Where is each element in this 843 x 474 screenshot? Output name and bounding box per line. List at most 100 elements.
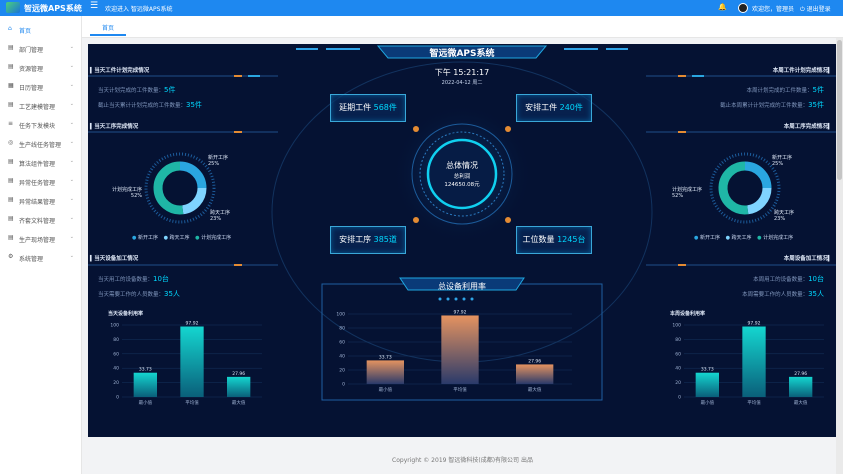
result-icon: ▤ <box>8 196 14 203</box>
scrollbar-track[interactable] <box>836 38 843 474</box>
y-tick-label: 20 <box>339 368 345 374</box>
sidebar-item[interactable]: ▤ 生产现场管理 ⌄ <box>0 229 82 248</box>
material-icon: ▤ <box>8 215 14 222</box>
center-bottom-banner <box>399 277 525 291</box>
donut-outer-ring <box>144 152 216 224</box>
profit-label: 总利润 <box>453 174 471 180</box>
bar <box>695 372 719 397</box>
week-accumulated-stat: 截止本周累计计划完成的工件数量：35件 <box>720 101 824 109</box>
right-bottom-header: 本周设备加工情况▍ <box>783 256 832 262</box>
sidebar-item[interactable]: ▤ 部门管理 ⌄ <box>0 39 82 58</box>
x-tick-label: 平均值 <box>185 399 199 406</box>
x-tick-label: 最小值 <box>379 386 393 393</box>
sidebar-item[interactable]: ▤ 资源管理 ⌄ <box>0 58 82 77</box>
sidebar-item[interactable]: ▤ 异常结果管理 ⌄ <box>0 191 82 210</box>
chevron-down-icon: ⌄ <box>69 234 74 240</box>
donut-slice <box>181 187 207 215</box>
left-top-header: ▍当天工件计划完成情况 <box>90 68 150 74</box>
week-chart-title: 本周设备利用率 <box>670 311 706 317</box>
bar-value-label: 97.92 <box>186 320 199 326</box>
chevron-down-icon: ⌄ <box>69 253 74 259</box>
sidebar-item-label: 生产现场管理 <box>19 237 56 244</box>
sidebar-item-label: 首页 <box>19 28 32 35</box>
y-tick-label: 40 <box>113 366 119 372</box>
footer-copyright: Copyright © 2019 智远微科技(成都)有限公司 出品 <box>392 457 533 464</box>
day-planned-stat: 当天计划完成的工件数量：5件 <box>98 86 176 94</box>
sidebar-item[interactable]: ⚙ 系统管理 ⌄ <box>0 248 82 267</box>
donut-slice <box>179 161 207 189</box>
delay-parts-card: 延期工件 568件 <box>330 94 406 122</box>
chevron-down-icon: ⌄ <box>69 101 74 107</box>
y-tick-label: 60 <box>113 351 119 357</box>
y-tick-label: 80 <box>113 337 119 343</box>
calendar-icon: ▦ <box>8 82 14 89</box>
menu-toggle-icon[interactable]: ☰ <box>90 1 99 11</box>
x-tick-label: 平均值 <box>747 399 761 406</box>
chevron-down-icon: ⌄ <box>69 120 74 126</box>
avatar[interactable] <box>738 3 748 13</box>
donut-label-cross: 跨天工序 23% <box>774 210 795 222</box>
sidebar-item[interactable]: ≡ 任务下发模块 ⌄ <box>0 115 82 134</box>
dashboard-panel: 0 20 40 60 80 100 33.73 最小值 97.92 平均值 27.96 最大值 0 20… <box>88 44 836 437</box>
department-icon: ▤ <box>8 44 14 51</box>
y-tick-label: 0 <box>678 395 681 401</box>
current-time: 下午 15:21:17 <box>434 68 490 77</box>
sidebar-item[interactable]: ◎ 生产线任务管理 ⌄ <box>0 134 82 153</box>
chevron-down-icon: ⌄ <box>69 158 74 164</box>
sidebar-item[interactable]: ▤ 工艺建模管理 ⌄ <box>0 96 82 115</box>
sidebar-item[interactable]: ▤ 异常任务管理 ⌄ <box>0 172 82 191</box>
sidebar-item[interactable]: ▦ 日历管理 ⌄ <box>0 77 82 96</box>
donut-legend-week: ● 新开工序 ● 跨天工序 ● 计划完成工序 <box>694 235 794 241</box>
x-tick-label: 最小值 <box>139 399 153 406</box>
bar-value-label: 33.73 <box>701 367 714 373</box>
sidebar-item-label: 任务下发模块 <box>19 123 56 130</box>
app-title: 智远微APS系统 <box>24 4 82 13</box>
accent-segment <box>678 75 686 77</box>
x-tick-label: 平均值 <box>453 386 467 393</box>
day-chart-title: 当天设备利用率 <box>108 311 144 317</box>
x-tick-label: 最大值 <box>528 386 542 393</box>
y-tick-label: 80 <box>339 326 345 332</box>
sidebar-item[interactable]: ▤ 算法组件管理 ⌄ <box>0 153 82 172</box>
bar-value-label: 27.96 <box>232 371 245 377</box>
y-tick-label: 0 <box>342 382 345 388</box>
y-tick-label: 20 <box>675 380 681 386</box>
node-dot <box>413 126 419 132</box>
y-tick-label: 0 <box>116 395 119 401</box>
bar-value-label: 33.73 <box>379 354 392 360</box>
bar <box>441 315 479 384</box>
banner-deco-left2 <box>326 48 360 50</box>
day-equip-stat: 当天用工的设备数量：10台 <box>98 275 169 283</box>
node-dot <box>505 217 511 223</box>
accent-segment <box>234 264 242 266</box>
scrollbar-thumb[interactable] <box>837 40 842 180</box>
y-tick-label: 60 <box>675 351 681 357</box>
bell-icon[interactable]: 🔔 <box>718 3 727 11</box>
banner-deco-right2 <box>564 48 598 50</box>
donut-chart-week <box>709 152 781 224</box>
chevron-down-icon: ⌄ <box>69 82 74 88</box>
power-icon: ⏻ <box>800 6 805 13</box>
arranged-process-card: 安排工序 385道 <box>330 226 406 254</box>
bar <box>133 372 157 397</box>
resource-icon: ▤ <box>8 63 14 70</box>
sidebar-item-label: 算法组件管理 <box>19 161 56 168</box>
center-chart-title: 总设备利用率 <box>438 282 486 291</box>
center-ring-outer <box>411 123 513 225</box>
accent-segment <box>678 264 686 266</box>
sidebar-item-label: 生产线任务管理 <box>19 142 62 149</box>
chevron-down-icon: ⌄ <box>69 196 74 202</box>
station-count-card: 工位数量 1245台 <box>516 226 592 254</box>
sidebar-item[interactable]: ▤ 齐套文料管理 ⌄ <box>0 210 82 229</box>
donut-label-new: 新开工序 25% <box>208 155 229 167</box>
task-icon: ≡ <box>8 120 14 127</box>
bar-value-label: 27.96 <box>528 358 541 364</box>
logout-button[interactable]: ⏻ 退出登录 <box>800 4 831 14</box>
overall-title: 总体情况 <box>446 161 478 170</box>
bar-value-label: 97.92 <box>748 320 761 326</box>
tab-home[interactable]: 首页 <box>90 21 127 36</box>
donut-slice <box>153 161 184 215</box>
sidebar-item-label: 日历管理 <box>19 85 44 92</box>
sidebar-item[interactable]: ⌂ 首页 <box>0 20 82 39</box>
banner-deco-left <box>296 48 318 50</box>
